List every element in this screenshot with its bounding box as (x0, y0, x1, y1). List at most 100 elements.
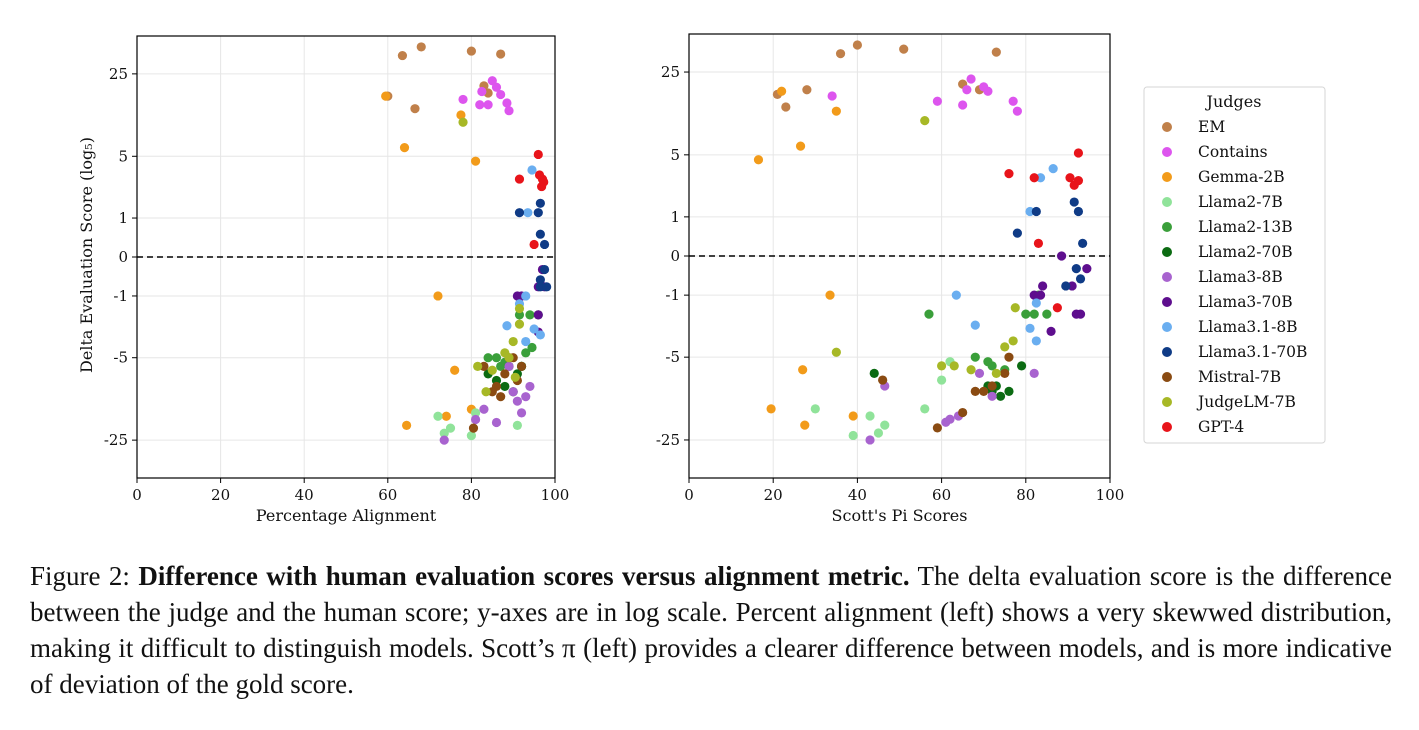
right-point-gemma-2b (831, 106, 841, 116)
left-point-gemma-2b (399, 143, 410, 153)
right-point-llama3-1-8b (1031, 336, 1041, 346)
left-point-llama3-8b (470, 414, 481, 425)
right-point-llama2-7b (848, 430, 858, 441)
right-point-llama3-8b (987, 391, 997, 401)
legend: Judges EM Contains Gemma-2B Llama2-7B Llama2… (1143, 86, 1326, 444)
left-point-llama3-1-70b (514, 208, 525, 218)
left-point-llama3-8b (504, 361, 514, 371)
legend-label-llama2-13b: Llama2-13B (1198, 218, 1293, 236)
left-point-contains (475, 100, 485, 110)
legend-label-judgelm-7b: JudgeLM-7B (1196, 393, 1296, 411)
left-point-contains (483, 100, 493, 110)
right-point-gemma-2b (777, 86, 787, 96)
right-point-em (899, 44, 909, 54)
right-point-llama2-13b (1042, 309, 1052, 319)
right-point-contains (983, 86, 993, 96)
left-point-mistral-7b (491, 381, 502, 392)
right-point-mistral-7b (970, 386, 980, 396)
right-point-llama2-7b (937, 375, 947, 385)
left-point-llama2-13b (527, 342, 537, 353)
left-point-gemma-2b (450, 365, 460, 375)
right-point-llama3-1-70b (1061, 281, 1071, 291)
left-point-llama3-1-70b (533, 208, 543, 218)
right-point-llama3-1-70b (1075, 274, 1086, 284)
legend-label-llama3-1-8b: Llama3.1-8B (1198, 318, 1298, 336)
right-x-tick-label: 20 (764, 486, 783, 504)
left-point-gpt-4 (529, 239, 539, 250)
left-point-judgelm-7b (481, 387, 491, 397)
left-y-tick-label: 0 (118, 248, 128, 266)
legend-label-contains: Contains (1198, 143, 1268, 161)
legend-marker-llama3-1-8b (1162, 322, 1172, 332)
left-point-llama2-13b (514, 310, 525, 320)
right-x-tick-label: 40 (848, 486, 867, 504)
right-point-mistral-7b (958, 407, 968, 418)
right-point-contains (827, 91, 837, 101)
right-point-gemma-2b (753, 155, 764, 165)
right-point-gemma-2b (766, 404, 776, 414)
right-point-llama2-7b (920, 404, 930, 414)
right-point-em (835, 49, 846, 59)
left-point-gemma-2b (433, 291, 443, 301)
right-point-llama3-1-70b (1073, 206, 1084, 217)
legend-marker-gemma-2b (1162, 172, 1172, 182)
left-point-judgelm-7b (504, 353, 514, 363)
left-point-contains (458, 94, 468, 105)
left-point-contains (502, 98, 512, 108)
left-point-llama3-8b (521, 392, 531, 402)
left-x-tick-label: 0 (132, 486, 142, 504)
caption-bold: Difference with human evaluation scores … (138, 561, 910, 591)
right-point-llama3-1-8b (1025, 206, 1035, 217)
right-point-judgelm-7b (1008, 336, 1018, 346)
legend-marker-llama2-7b (1162, 197, 1172, 207)
left-point-judgelm-7b (514, 303, 525, 314)
right-point-llama3-70b (1035, 290, 1046, 300)
right-point-em (781, 102, 791, 112)
left-point-llama2-70b (500, 381, 510, 392)
left-point-llama2-13b (491, 353, 502, 363)
right-point-contains (966, 74, 976, 84)
legend-label-em: EM (1198, 118, 1225, 136)
left-point-em (416, 42, 426, 52)
caption-prefix: Figure 2: (30, 561, 139, 591)
left-scatter-panel: 0 20 40 60 80 100 -25 -5 -1 0 1 5 25 Percentage Align… (77, 35, 569, 525)
right-point-gpt-4 (1033, 238, 1044, 249)
right-point-llama2-13b (924, 309, 934, 319)
right-x-tick-label: 80 (1016, 486, 1035, 504)
right-point-llama3-8b (1029, 368, 1039, 379)
legend-label-llama3-70b: Llama3-70B (1198, 293, 1293, 311)
left-point-mistral-7b (516, 361, 527, 371)
legend-marker-em (1162, 122, 1172, 132)
right-point-mistral-7b (1004, 352, 1014, 362)
right-y-tick-label: 25 (661, 63, 680, 81)
left-point-judgelm-7b (473, 361, 483, 371)
right-point-llama2-13b (970, 352, 980, 362)
right-point-gemma-2b (798, 365, 808, 375)
right-point-llama3-1-70b (1071, 263, 1081, 274)
legend-label-gemma-2b: Gemma-2B (1198, 168, 1285, 186)
left-x-axis-label: Percentage Alignment (256, 506, 437, 525)
left-point-llama3-1-8b (502, 321, 512, 331)
left-point-em (410, 104, 420, 114)
right-point-em (852, 40, 863, 50)
right-point-mistral-7b (878, 375, 888, 385)
right-point-llama3-1-8b (1031, 298, 1041, 308)
legend-marker-llama3-8b (1162, 272, 1172, 282)
right-point-llama3-1-8b (1048, 164, 1058, 174)
left-point-llama2-7b (466, 431, 476, 441)
right-point-llama2-7b (880, 420, 890, 430)
left-point-llama3-1-8b (521, 291, 531, 301)
right-point-llama3-70b (1029, 290, 1039, 300)
left-point-llama3-1-8b (535, 330, 545, 340)
legend-label-mistral-7b: Mistral-7B (1198, 368, 1281, 386)
right-point-llama2-7b (873, 428, 884, 438)
right-point-judgelm-7b (949, 361, 959, 371)
right-point-llama3-70b (1067, 281, 1077, 291)
left-point-gemma-2b (402, 420, 412, 430)
right-point-judgelm-7b (937, 361, 947, 371)
right-point-contains (958, 100, 968, 110)
right-point-mistral-7b (1000, 368, 1010, 379)
right-point-gemma-2b (795, 141, 806, 151)
right-point-judgelm-7b (991, 368, 1001, 379)
